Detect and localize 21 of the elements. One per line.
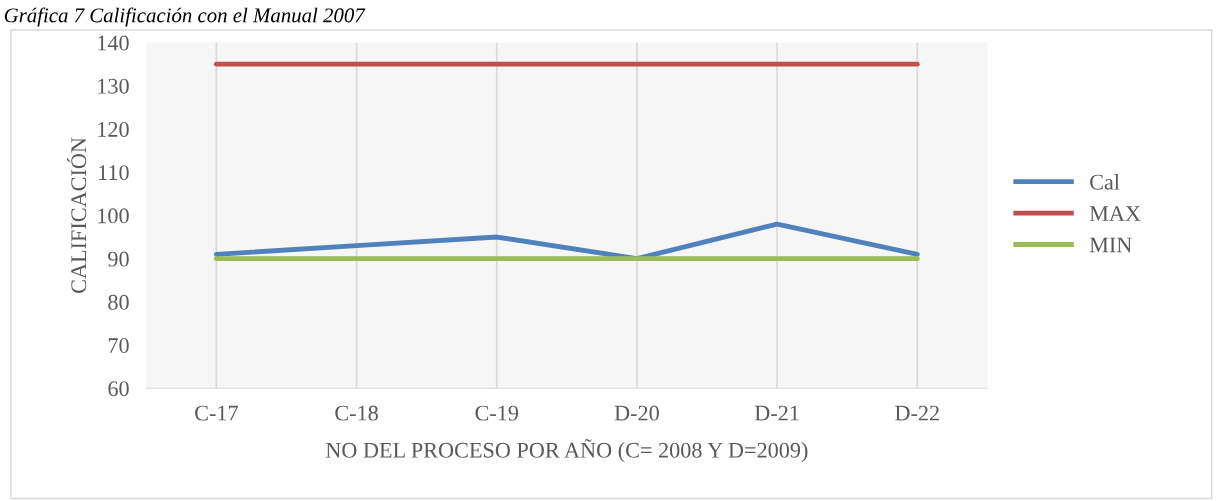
- x-tick-label: D-20: [614, 405, 659, 421]
- y-tick-label: 140: [98, 35, 129, 51]
- y-tick-label: 120: [98, 121, 129, 137]
- chart-title: Gráfica 7 Calificación con el Manual 2007: [4, 7, 366, 27]
- y-tick-label: 90: [108, 251, 129, 267]
- x-tick-label: D-22: [895, 405, 939, 421]
- y-tick-label: 60: [108, 381, 129, 397]
- x-tick-label: C-19: [475, 405, 519, 421]
- legend-label: MIN: [1089, 237, 1132, 253]
- y-tick-label: 70: [108, 338, 129, 353]
- y-tick-label: 80: [108, 294, 129, 310]
- x-axis-title: NO DEL PROCESO POR AÑO (C= 2008 Y D=2009): [325, 438, 808, 463]
- y-tick-label: 100: [98, 208, 129, 224]
- x-tick-label: C-17: [195, 405, 238, 421]
- legend-label: MAX: [1089, 206, 1141, 221]
- x-tick-label: D-21: [754, 405, 799, 421]
- x-tick-label: C-18: [335, 405, 378, 421]
- y-tick-label: 130: [98, 78, 129, 94]
- legend-label: Cal: [1090, 174, 1120, 190]
- y-axis-title: CALIFICACIÓN: [66, 137, 87, 293]
- y-tick-label: 110: [99, 165, 129, 181]
